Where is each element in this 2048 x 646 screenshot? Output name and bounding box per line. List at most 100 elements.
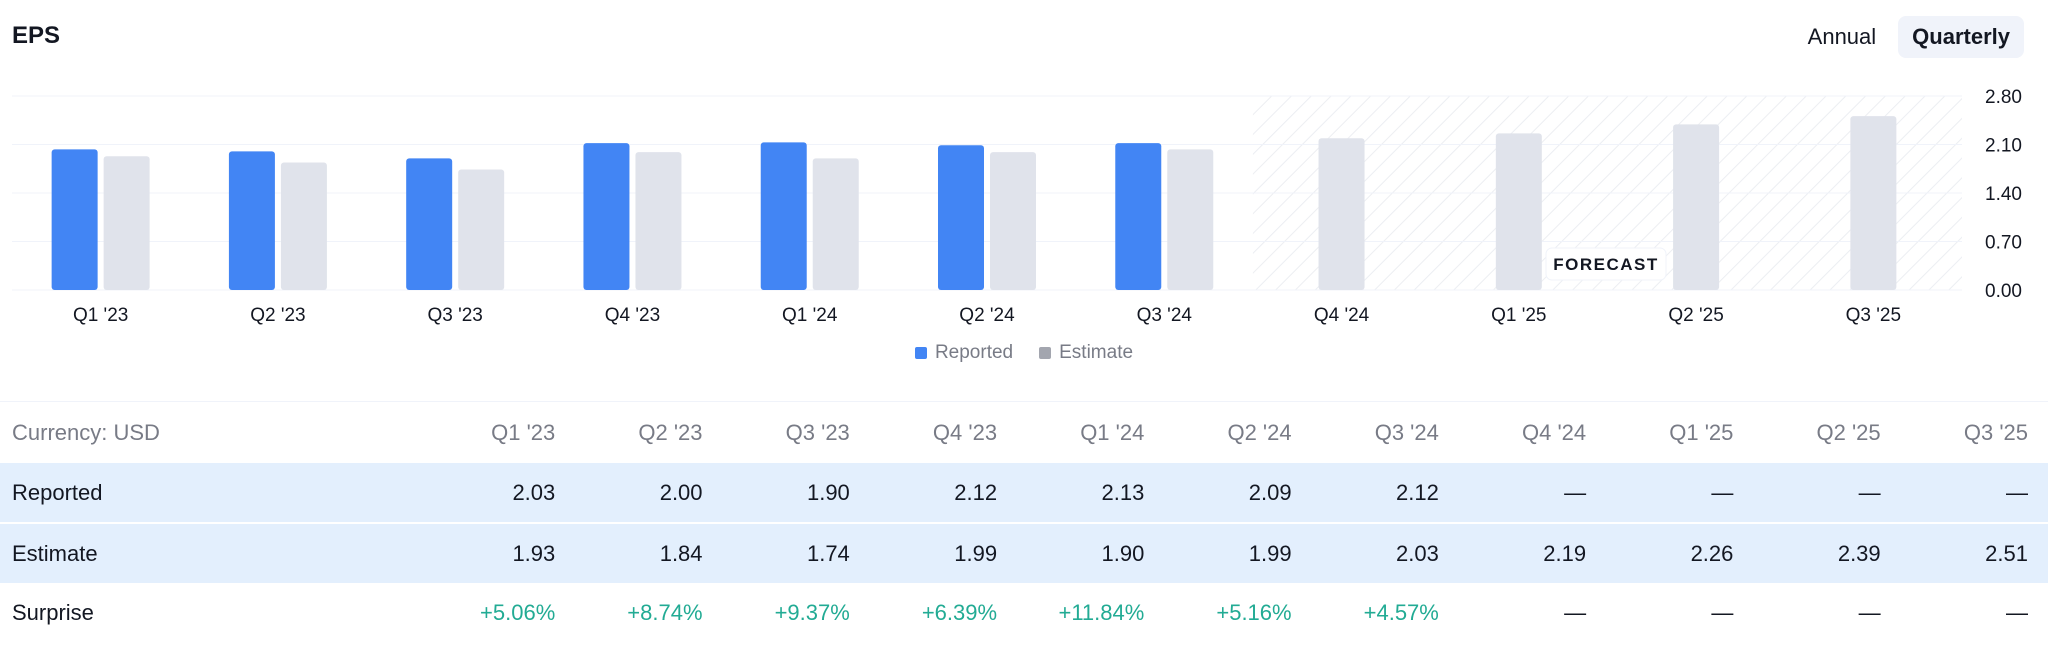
table-cell: +11.84% (1058, 600, 1145, 625)
row-label: Estimate (0, 522, 428, 583)
y-tick-label: 0.00 (1985, 281, 2022, 302)
table-row-reported: Reported 2.03 2.00 1.90 2.12 2.13 2.09 2.12— — — — (0, 463, 2048, 523)
table-cell: — (1711, 600, 1734, 625)
legend-item-estimate[interactable]: Estimate (1039, 342, 1133, 364)
table-row-estimate: Estimate 1.93 1.84 1.74 1.99 1.90 1.99 2.03 2.19… (0, 522, 2048, 583)
table-cell: 2.03 (1311, 522, 1459, 583)
bar-reported (583, 143, 630, 290)
bar-estimate (1318, 138, 1365, 290)
bar-reported (228, 151, 275, 290)
y-tick-label: 2.10 (1985, 136, 2022, 157)
eps-bar-chart: 2.80 2.10 1.40 0.70 0.00 Q1 '23 Q2 '23 Q3 '23 Q4… (12, 87, 2022, 326)
table-cell: +4.57% (1363, 600, 1439, 625)
estimate-swatch-icon (1039, 347, 1052, 359)
forecast-badge (1545, 247, 1667, 281)
y-tick-label: 0.70 (1985, 233, 2022, 254)
column-header: Q1 '24 (1080, 419, 1145, 445)
x-tick-label: Q1 '24 (782, 305, 838, 326)
table-cell: 1.90 (722, 463, 870, 523)
period-toggle: Annual Quarterly (1794, 16, 2024, 58)
bar-estimate (990, 152, 1036, 290)
x-tick-label: Q3 '24 (1137, 305, 1193, 326)
column-header: Q3 '23 (785, 419, 850, 445)
x-tick-label: Q1 '25 (1491, 305, 1546, 326)
table-cell: 2.19 (1458, 522, 1607, 583)
page-title: EPS (12, 22, 61, 49)
table-cell: 2.12 (1311, 463, 1459, 523)
table-row-surprise: Surprise +5.06% +8.74% +9.37% +6.39% +11.84% +… (0, 583, 2048, 643)
column-header: Q2 '25 (1816, 419, 1881, 445)
column-header: Q1 '23 (491, 419, 556, 445)
x-tick-label: Q2 '24 (959, 305, 1015, 326)
x-tick-label: Q1 '23 (73, 305, 128, 326)
table-cell: 1.74 (722, 522, 870, 583)
table-cell: — (1858, 600, 1881, 625)
x-tick-label: Q4 '23 (605, 305, 660, 326)
table-cell: +5.16% (1216, 600, 1292, 625)
column-header: Q2 '23 (638, 419, 703, 445)
bar-reported (938, 145, 984, 290)
bar-estimate (1850, 116, 1897, 290)
table-cell: 1.93 (428, 522, 576, 583)
reported-swatch-icon (914, 347, 927, 359)
x-tick-label: Q3 '23 (427, 305, 482, 326)
table-cell: 1.99 (869, 522, 1018, 583)
y-tick-label: 1.40 (1985, 184, 2022, 205)
eps-data-table: Currency: USD Q1 '23 Q2 '23 Q3 '23 Q4 '23 Q1… (0, 402, 2048, 643)
table-cell: — (1900, 463, 2048, 523)
bar-estimate (812, 158, 859, 290)
table-cell: +9.37% (774, 600, 850, 625)
quarterly-tab[interactable]: Quarterly (1898, 16, 2024, 58)
bar-estimate (103, 156, 150, 290)
y-tick-label: 2.80 (1985, 87, 2022, 108)
x-tick-label: Q4 '24 (1314, 305, 1370, 326)
table-cell: — (2006, 600, 2028, 625)
table-cell: 2.12 (869, 463, 1018, 523)
column-header: Q3 '25 (1963, 419, 2028, 445)
bar-estimate (635, 152, 682, 290)
bar-reported (1115, 143, 1162, 290)
bar-estimate (1167, 149, 1214, 290)
chart-legend: Reported Estimate (0, 342, 2048, 364)
table-cell: 2.51 (1900, 522, 2048, 583)
section-divider (0, 401, 2048, 402)
table-cell: +5.06% (480, 600, 556, 625)
table-cell: — (1458, 463, 1607, 523)
bar-reported (51, 149, 98, 290)
table-cell: — (1753, 463, 1901, 523)
legend-label-reported: Reported (934, 342, 1014, 363)
table-cell: 2.26 (1606, 522, 1754, 583)
currency-label: Currency: USD (12, 419, 160, 445)
legend-item-reported[interactable]: Reported (914, 342, 1014, 364)
bar-reported (760, 142, 807, 290)
table-cell: +8.74% (627, 600, 703, 625)
row-label: Surprise (12, 600, 94, 625)
column-header: Q1 '25 (1669, 419, 1734, 445)
column-header: Q4 '23 (932, 419, 998, 445)
row-label: Reported (0, 463, 428, 523)
table-cell: 2.00 (575, 463, 723, 523)
table-cell: 2.03 (428, 463, 576, 523)
table-cell: 1.99 (1164, 522, 1312, 583)
table-cell: 1.84 (575, 522, 723, 583)
x-tick-label: Q2 '23 (250, 305, 305, 326)
bar-estimate (458, 169, 505, 290)
bar-estimate (1673, 124, 1720, 291)
column-header: Q4 '24 (1521, 419, 1587, 445)
table-cell: — (1606, 463, 1754, 523)
table-cell: 1.90 (1017, 522, 1165, 583)
column-header: Q3 '24 (1374, 419, 1439, 445)
bar-estimate (1495, 133, 1542, 290)
column-header: Q2 '24 (1227, 419, 1292, 445)
annual-tab[interactable]: Annual (1807, 24, 1877, 49)
table-cell: — (1564, 600, 1587, 625)
legend-label-estimate: Estimate (1059, 342, 1134, 363)
bar-reported (406, 158, 453, 290)
table-cell: 2.09 (1164, 463, 1312, 523)
bar-estimate (280, 162, 327, 290)
x-tick-label: Q3 '25 (1846, 305, 1901, 326)
table-header-row: Currency: USD Q1 '23 Q2 '23 Q3 '23 Q4 '23 Q1… (0, 402, 2048, 463)
x-tick-label: Q2 '25 (1668, 305, 1723, 326)
forecast-badge-label: FORECAST (1553, 255, 1659, 274)
table-cell: 2.13 (1017, 463, 1165, 523)
